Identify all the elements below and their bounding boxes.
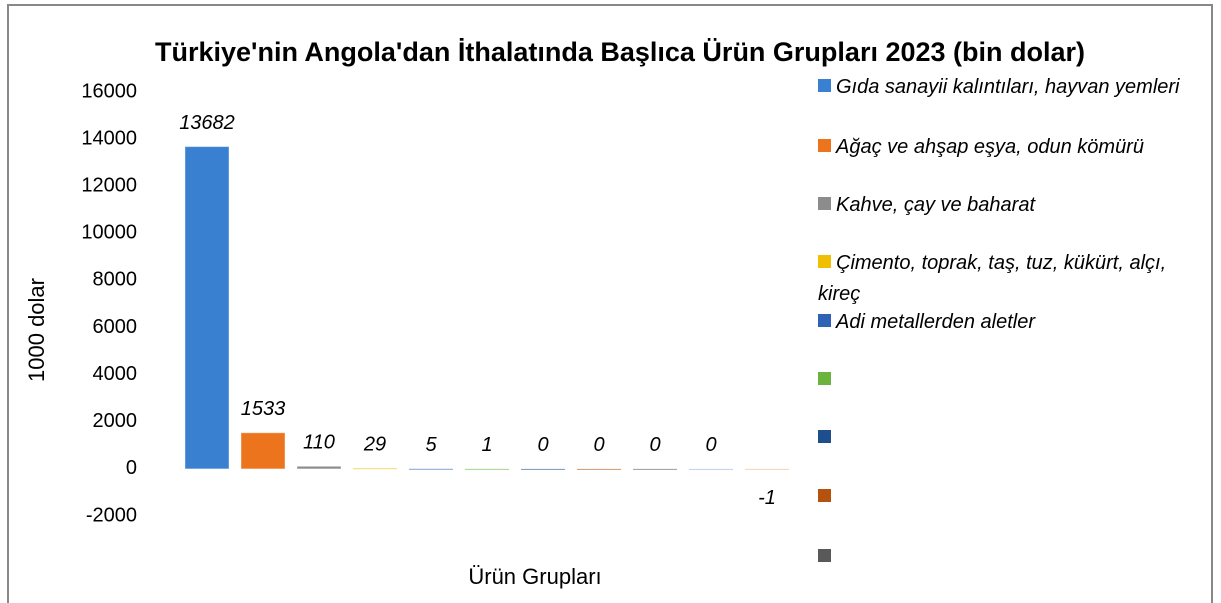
data-label: 1 [481,434,492,456]
y-tick-label: 10000 [81,222,137,244]
legend-label: Gıda sanayii kalıntıları, hayvan yemleri [836,76,1180,98]
data-label: 0 [537,434,548,456]
y-tick-label: 14000 [81,127,137,149]
bar [184,146,230,470]
y-tick-label: 0 [126,457,137,479]
data-label: 0 [705,434,716,456]
bar [408,468,454,471]
data-label: 0 [593,434,604,456]
legend-label: Kahve, çay ve baharat [836,194,1036,216]
legend-swatch [818,549,831,562]
legend-item [818,365,1203,396]
bar [744,468,790,471]
data-label: 5 [425,434,437,456]
bar [520,468,566,471]
data-label: 29 [363,433,386,455]
y-tick-label: 8000 [93,269,138,291]
legend-item: Çimento, toprak, taş, tuz, kükürt, alçı,… [818,248,1203,310]
bar [240,432,286,470]
legend-swatch [818,255,831,268]
legend-item [818,542,1203,573]
chart-border [7,4,1213,603]
data-label: 110 [303,432,335,454]
data-label: 13682 [179,112,235,134]
data-label: -1 [758,487,776,509]
legend-label: Adi metallerden aletler [836,311,1035,333]
legend-swatch [818,139,831,152]
bar [352,467,398,470]
y-tick-label: 2000 [93,410,138,432]
legend-item [818,423,1203,454]
legend-item: Kahve, çay ve baharat [818,190,1203,221]
bar [576,468,622,471]
y-tick-label: -2000 [86,504,137,526]
bar [464,468,510,471]
legend-swatch [818,314,831,327]
legend-swatch [818,430,831,443]
y-tick-label: 16000 [81,80,137,102]
legend-swatch [818,489,831,502]
bar [296,465,342,470]
legend-swatch [818,79,831,92]
legend-swatch [818,197,831,210]
y-tick-label: 6000 [93,316,138,338]
x-axis-label: Ürün Grupları [468,564,601,589]
legend-item: Adi metallerden aletler [818,307,1203,338]
legend-item [818,482,1203,513]
y-axis-label: 1000 dolar [24,278,49,382]
bar [688,468,734,471]
data-label: 1533 [241,398,286,420]
legend-swatch [818,372,831,385]
legend-label: Çimento, toprak, taş, tuz, kükürt, alçı,… [818,252,1167,305]
y-tick-label: 4000 [93,363,138,385]
bar [632,468,678,471]
legend-item: Ağaç ve ahşap eşya, odun kömürü [818,132,1203,163]
chart-title: Türkiye'nin Angola'dan İthalatında Başlı… [154,37,1085,67]
y-tick-label: 12000 [81,175,137,197]
data-label: 0 [649,434,660,456]
legend-label: Ağaç ve ahşap eşya, odun kömürü [836,136,1144,158]
legend-item: Gıda sanayii kalıntıları, hayvan yemleri [818,72,1203,103]
